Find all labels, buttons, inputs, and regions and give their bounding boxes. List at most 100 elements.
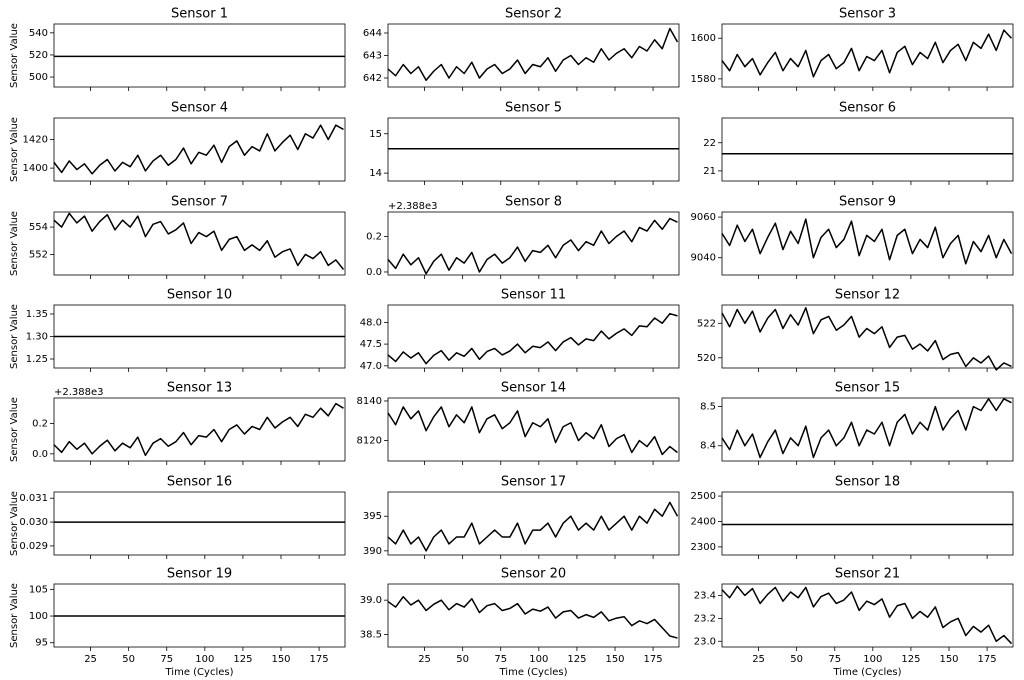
y-tick-label: 1400 [23, 163, 48, 174]
data-line [53, 212, 345, 270]
x-tick-label: 100 [863, 654, 882, 665]
axes-frame [721, 211, 1014, 276]
y-tick-label: 14 [369, 168, 382, 179]
axes-frame [387, 117, 680, 182]
offset-text: +2.388e3 [388, 201, 438, 212]
subplot-title: Sensor 20 [501, 567, 566, 582]
y-tick-label: 1.35 [26, 309, 48, 320]
x-tick-label: 25 [752, 654, 765, 665]
y-tick-label: 2500 [691, 491, 716, 502]
subplot-title: Sensor 10 [167, 288, 232, 303]
subplot-title: Sensor 21 [835, 567, 900, 582]
y-tick-label: 1.25 [26, 354, 48, 365]
axes-frame [53, 491, 346, 556]
x-tick-label: 50 [790, 654, 803, 665]
x-tick-label: 75 [828, 654, 841, 665]
y-tick-label: 0.2 [32, 418, 48, 429]
x-axis-label: Time (Cycles) [499, 667, 568, 678]
x-tick-label: 150 [271, 654, 290, 665]
x-axis-label: Time (Cycles) [833, 667, 902, 678]
axes-frame [387, 491, 680, 556]
axes-frame [387, 397, 680, 462]
y-axis-label: Sensor Value [9, 397, 20, 462]
y-axis-label: Sensor Value [9, 583, 20, 648]
x-tick-label: 50 [456, 654, 469, 665]
y-tick-label: 2300 [691, 542, 716, 553]
x-tick-label: 100 [195, 654, 214, 665]
y-axis-label: Sensor Value [9, 211, 20, 276]
x-tick-label: 150 [939, 654, 958, 665]
x-tick-label: 125 [233, 654, 252, 665]
y-tick-label: 8140 [357, 396, 382, 407]
axes-frame [53, 23, 346, 88]
y-tick-label: 520 [29, 50, 48, 61]
subplot-title: Sensor 2 [505, 7, 562, 22]
x-axis-label: Time (Cycles) [165, 667, 234, 678]
x-tick-label: 25 [84, 654, 97, 665]
offset-text: +2.388e3 [54, 387, 104, 398]
y-tick-label: 8.4 [700, 441, 716, 452]
data-line [387, 312, 678, 365]
axes-frame [387, 211, 680, 276]
axes-frame [53, 397, 346, 462]
subplot-title: Sensor 17 [501, 475, 566, 490]
y-tick-label: 23.2 [694, 613, 716, 624]
data-line [721, 585, 1013, 645]
x-tick-label: 75 [160, 654, 173, 665]
subplot-title: Sensor 14 [501, 381, 566, 396]
data-line [53, 124, 344, 175]
x-tick-label: 50 [122, 654, 135, 665]
y-tick-label: 15 [369, 129, 382, 140]
axes-frame [387, 23, 680, 88]
subplot-title: Sensor 6 [839, 101, 896, 116]
axes-frame [387, 304, 680, 369]
y-tick-label: 643 [363, 51, 382, 62]
y-axis-label: Sensor Value [9, 23, 20, 88]
axes-frame [53, 117, 346, 182]
axes-frame [721, 397, 1014, 462]
y-tick-label: 554 [29, 222, 48, 233]
y-tick-label: 2400 [691, 516, 716, 527]
y-tick-label: 8120 [357, 436, 382, 447]
y-tick-label: 0.0 [366, 267, 382, 278]
y-tick-label: 23.0 [694, 636, 716, 647]
subplot-title: Sensor 19 [167, 567, 232, 582]
x-tick-label: 75 [494, 654, 507, 665]
x-tick-label: 125 [567, 654, 586, 665]
data-line [721, 29, 1013, 78]
subplot-title: Sensor 15 [835, 381, 900, 396]
data-line [387, 501, 679, 552]
y-tick-label: 642 [363, 73, 382, 84]
data-line [387, 595, 678, 639]
y-tick-label: 644 [363, 28, 382, 39]
axes-frame [53, 211, 346, 276]
y-tick-label: 22 [703, 138, 716, 149]
y-axis-label: Sensor Value [9, 117, 20, 182]
axes-frame [387, 583, 680, 648]
subplot-title: Sensor 11 [501, 288, 566, 303]
y-tick-label: 0.2 [366, 231, 382, 242]
data-line [721, 398, 1012, 459]
y-axis-label: Sensor Value [9, 304, 20, 369]
x-tick-label: 125 [901, 654, 920, 665]
x-tick-label: 175 [644, 654, 663, 665]
y-tick-label: 552 [29, 249, 48, 260]
y-tick-label: 540 [29, 28, 48, 39]
subplot-title: Sensor 9 [839, 195, 896, 210]
x-tick-label: 150 [605, 654, 624, 665]
data-line [721, 307, 1012, 371]
y-tick-label: 1600 [691, 33, 716, 44]
data-line [387, 27, 679, 81]
y-tick-label: 0.0 [32, 449, 48, 460]
axes-frame [721, 491, 1014, 556]
subplot-title: Sensor 8 [505, 195, 562, 210]
subplot-title: Sensor 12 [835, 288, 900, 303]
subplot-title: Sensor 18 [835, 475, 900, 490]
y-tick-label: 48.0 [360, 317, 382, 328]
y-tick-label: 105 [29, 584, 48, 595]
y-tick-label: 395 [363, 511, 382, 522]
axes-frame [53, 583, 346, 648]
axes-frame [721, 583, 1014, 648]
y-tick-label: 1420 [23, 134, 48, 145]
